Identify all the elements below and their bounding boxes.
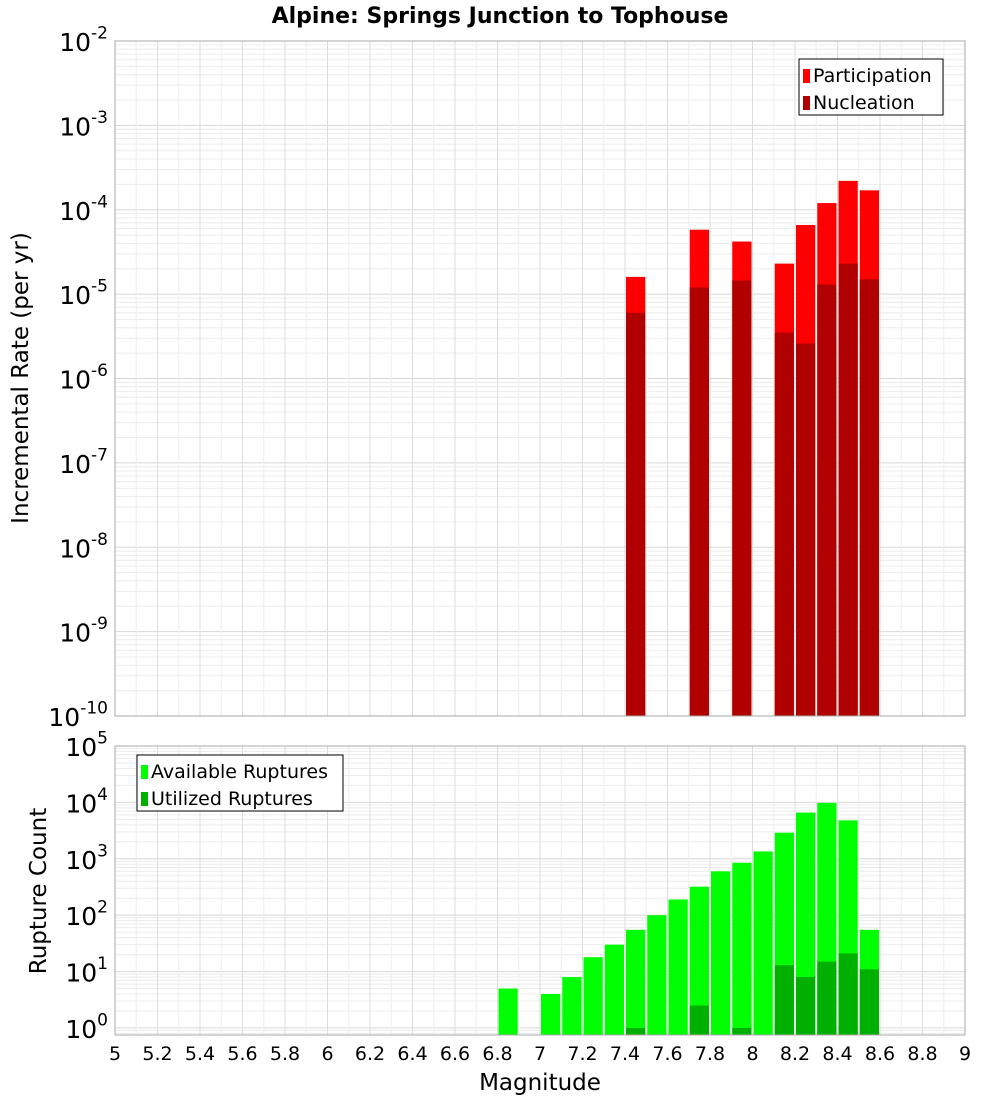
chart-title: Alpine: Springs Junction to Tophouse xyxy=(272,4,729,29)
bottom-legend-swatch xyxy=(141,792,148,806)
top-bar-nucleation xyxy=(838,263,858,716)
x-tick-label: 5 xyxy=(109,1043,121,1065)
x-axis-label: Magnitude xyxy=(479,1070,601,1096)
bottom-bar-utilized-ruptures xyxy=(817,961,837,1035)
x-tick-label: 6.2 xyxy=(355,1043,385,1065)
bottom-bar-available-ruptures xyxy=(604,944,624,1035)
bottom-y-tick-label: 101 xyxy=(65,954,108,988)
bottom-bar-available-ruptures xyxy=(732,862,752,1035)
bottom-bar-utilized-ruptures xyxy=(859,969,879,1035)
x-tick-label: 6 xyxy=(321,1043,333,1065)
top-y-tick-label: 10-5 xyxy=(59,277,108,311)
bottom-bar-available-ruptures xyxy=(711,871,731,1035)
top-bar-nucleation xyxy=(796,343,816,716)
bottom-bar-available-ruptures xyxy=(498,988,518,1035)
top-bar-nucleation xyxy=(689,287,709,716)
bottom-bar-available-ruptures xyxy=(647,915,667,1035)
top-plot-frame xyxy=(114,40,966,717)
top-y-tick-label: 10-9 xyxy=(59,614,108,648)
top-y-tick-label: 10-3 xyxy=(59,108,108,142)
top-legend-box xyxy=(798,58,944,116)
bottom-legend-swatch xyxy=(141,765,148,779)
x-tick-label: 5.6 xyxy=(227,1043,257,1065)
top-legend-swatch xyxy=(803,69,810,83)
top-bar-nucleation xyxy=(817,284,837,716)
x-tick-label: 7 xyxy=(534,1043,546,1065)
x-tick-label: 5.2 xyxy=(142,1043,172,1065)
top-bar-nucleation xyxy=(859,279,879,716)
bottom-y-tick-label: 104 xyxy=(65,785,108,819)
top-bar-nucleation xyxy=(732,280,752,716)
x-tick-label: 7.2 xyxy=(567,1043,597,1065)
bottom-legend-label: Utilized Ruptures xyxy=(151,788,313,810)
x-tick-label: 5.4 xyxy=(185,1043,215,1065)
top-y-tick-label: 10-10 xyxy=(48,699,108,733)
x-tick-label: 8.8 xyxy=(907,1043,937,1065)
top-y-tick-label: 10-8 xyxy=(59,530,108,564)
top-y-tick-label: 10-7 xyxy=(59,445,108,479)
x-tick-label: 7.8 xyxy=(695,1043,725,1065)
bottom-bar-utilized-ruptures xyxy=(796,977,816,1035)
bottom-bar-utilized-ruptures xyxy=(838,953,858,1035)
top-legend-label: Nucleation xyxy=(813,92,915,114)
bottom-bar-utilized-ruptures xyxy=(774,965,794,1035)
bottom-bar-utilized-ruptures xyxy=(732,1027,752,1035)
top-y-tick-label: 10-6 xyxy=(59,361,108,395)
top-y-tick-label: 10-4 xyxy=(59,192,108,226)
top-y-axis-label: Incremental Rate (per yr) xyxy=(8,232,34,524)
bottom-bar-available-ruptures xyxy=(668,899,688,1035)
x-tick-label: 8.2 xyxy=(780,1043,810,1065)
bottom-y-tick-label: 102 xyxy=(65,898,108,932)
top-legend-swatch xyxy=(803,96,810,110)
top-bar-nucleation xyxy=(626,312,646,716)
x-tick-label: 7.6 xyxy=(652,1043,682,1065)
bottom-bar-available-ruptures xyxy=(753,851,773,1035)
x-tick-label: 5.8 xyxy=(270,1043,300,1065)
bottom-panel: Available Ruptures Utilized Ruptures xyxy=(114,745,966,1036)
top-bar-nucleation xyxy=(774,332,794,716)
bottom-y-tick-label: 103 xyxy=(65,841,108,875)
x-tick-label: 8.6 xyxy=(865,1043,895,1065)
top-legend: Participation Nucleation xyxy=(798,58,944,116)
bottom-bar-utilized-ruptures xyxy=(689,1005,709,1035)
bottom-legend-box xyxy=(136,754,344,812)
x-tick-label: 8 xyxy=(746,1043,758,1065)
top-legend-label: Participation xyxy=(813,65,932,87)
bottom-y-axis-label: Rupture Count xyxy=(26,808,52,974)
bottom-bar-utilized-ruptures xyxy=(626,1027,646,1035)
bottom-legend-label: Available Ruptures xyxy=(151,761,328,783)
x-tick-label: 8.4 xyxy=(822,1043,852,1065)
top-panel: Participation Nucleation xyxy=(114,40,966,717)
bottom-legend: Available Ruptures Utilized Ruptures xyxy=(136,754,344,812)
x-tick-label: 9 xyxy=(959,1043,971,1065)
bottom-bar-available-ruptures xyxy=(583,957,603,1035)
bottom-bar-available-ruptures xyxy=(562,977,582,1035)
x-tick-label: 7.4 xyxy=(610,1043,640,1065)
bottom-y-tick-label: 105 xyxy=(65,729,108,763)
top-y-tick-label: 10-2 xyxy=(59,24,108,58)
bottom-bar-available-ruptures xyxy=(541,994,561,1035)
x-tick-label: 6.4 xyxy=(397,1043,427,1065)
bottom-plot-frame xyxy=(114,745,966,1036)
bottom-bar-available-ruptures xyxy=(626,929,646,1035)
bottom-y-tick-label: 100 xyxy=(65,1010,108,1044)
x-tick-label: 6.8 xyxy=(482,1043,512,1065)
x-tick-label: 6.6 xyxy=(440,1043,470,1065)
bottom-bar-available-ruptures xyxy=(689,886,709,1035)
